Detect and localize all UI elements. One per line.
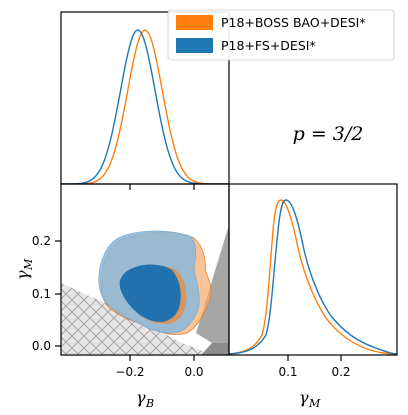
xtick-label-1: −0.2 — [115, 365, 144, 379]
ytick-label-1: 0.2 — [32, 234, 51, 248]
svg-text:γ: γ — [13, 270, 32, 280]
right-panel-frame — [228, 183, 398, 356]
gammaM-tick-label-2: 0.2 — [331, 365, 350, 379]
ytick-label-2: 0.1 — [32, 287, 51, 301]
excluded-region-hatched — [61, 283, 213, 355]
xtick-label-2: 0.0 — [184, 365, 203, 379]
excluded-region-gray-dark — [201, 343, 229, 355]
legend-label-blue: P18+FS+DESI* — [221, 38, 316, 53]
legend-swatch-orange — [176, 15, 213, 30]
gammaM-tick-label-1: 0.1 — [278, 365, 297, 379]
svg-text:B: B — [145, 397, 154, 410]
xlabel-gammaM: γ M — [299, 388, 321, 410]
svg-text:γ: γ — [299, 388, 309, 407]
annotation-p-value: p = 3/2 — [293, 123, 364, 145]
svg-text:M: M — [308, 397, 321, 410]
xlabel-gammaB: γ B — [136, 388, 154, 410]
excluded-region-gray — [196, 225, 229, 343]
ytick-label-3: 0.0 — [32, 339, 51, 353]
contour-panel — [61, 225, 229, 355]
curve-gammaM-blue — [229, 199, 397, 355]
curve-gammaM-orange — [229, 199, 397, 355]
legend-label-orange: P18+BOSS BAO+DESI* — [221, 15, 366, 30]
contour-blue-inner — [119, 264, 181, 322]
ylabel-gammaM: γ M — [13, 258, 35, 280]
legend-swatch-blue — [176, 38, 213, 53]
legend: P18+BOSS BAO+DESI* P18+FS+DESI* — [167, 9, 395, 61]
legend-box — [167, 9, 395, 61]
tick-marks — [55, 184, 342, 361]
svg-text:M: M — [22, 258, 35, 271]
svg-text:γ: γ — [136, 388, 146, 407]
gammaM-marginal-panel — [229, 199, 397, 355]
